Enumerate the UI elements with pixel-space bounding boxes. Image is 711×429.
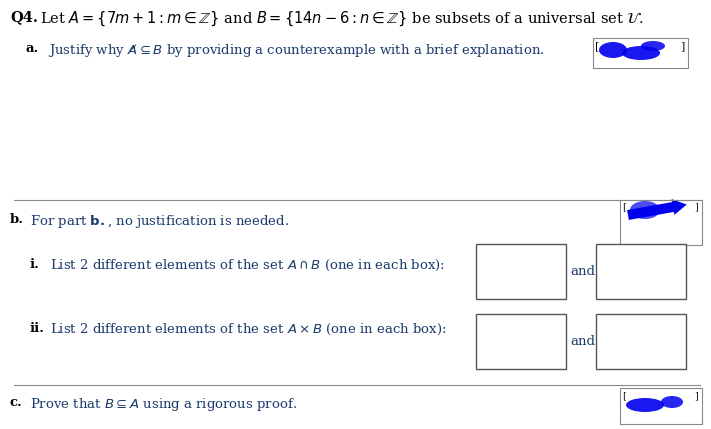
FancyArrow shape — [627, 199, 687, 220]
Text: Justify why $A \not\subseteq B$ by providing a counterexample with a brief expla: Justify why $A \not\subseteq B$ by provi… — [48, 42, 545, 59]
Bar — [476, 314, 566, 369]
Text: and: and — [570, 265, 595, 278]
Ellipse shape — [622, 46, 660, 60]
Text: [: [ — [622, 391, 626, 400]
Bar — [476, 244, 566, 299]
Text: i.: i. — [30, 258, 40, 271]
Text: [: [ — [622, 202, 626, 211]
Bar — [593, 38, 688, 68]
Bar — [596, 314, 686, 369]
Text: Let $A = \{7m+1 : m \in \mathbb{Z}\}$ and $B = \{14n-6 : n \in \mathbb{Z}\}$ be : Let $A = \{7m+1 : m \in \mathbb{Z}\}$ an… — [40, 10, 644, 28]
Ellipse shape — [661, 396, 683, 408]
Ellipse shape — [626, 398, 664, 412]
Text: List 2 different elements of the set $A\times B$ (one in each box):: List 2 different elements of the set $A\… — [50, 322, 447, 337]
Text: [: [ — [595, 41, 599, 51]
Bar — [620, 200, 702, 245]
Ellipse shape — [641, 41, 665, 51]
Text: ii.: ii. — [30, 322, 45, 335]
Text: For part $\mathbf{b.}$, no justification is needed.: For part $\mathbf{b.}$, no justification… — [30, 213, 289, 230]
Text: List 2 different elements of the set $A\cap B$ (one in each box):: List 2 different elements of the set $A\… — [50, 258, 445, 273]
Text: b.: b. — [10, 213, 24, 226]
Text: and: and — [570, 335, 595, 348]
Text: ]: ] — [694, 391, 697, 400]
Text: a.: a. — [25, 42, 38, 55]
Bar — [620, 388, 702, 424]
Bar — [596, 244, 686, 299]
Text: ]: ] — [694, 202, 697, 211]
Text: Q4.: Q4. — [10, 10, 38, 24]
Ellipse shape — [630, 201, 660, 219]
Ellipse shape — [599, 42, 627, 58]
Text: Prove that $B \subseteq A$ using a rigorous proof.: Prove that $B \subseteq A$ using a rigor… — [30, 396, 297, 413]
Text: ]: ] — [680, 41, 685, 51]
Text: c.: c. — [10, 396, 23, 409]
